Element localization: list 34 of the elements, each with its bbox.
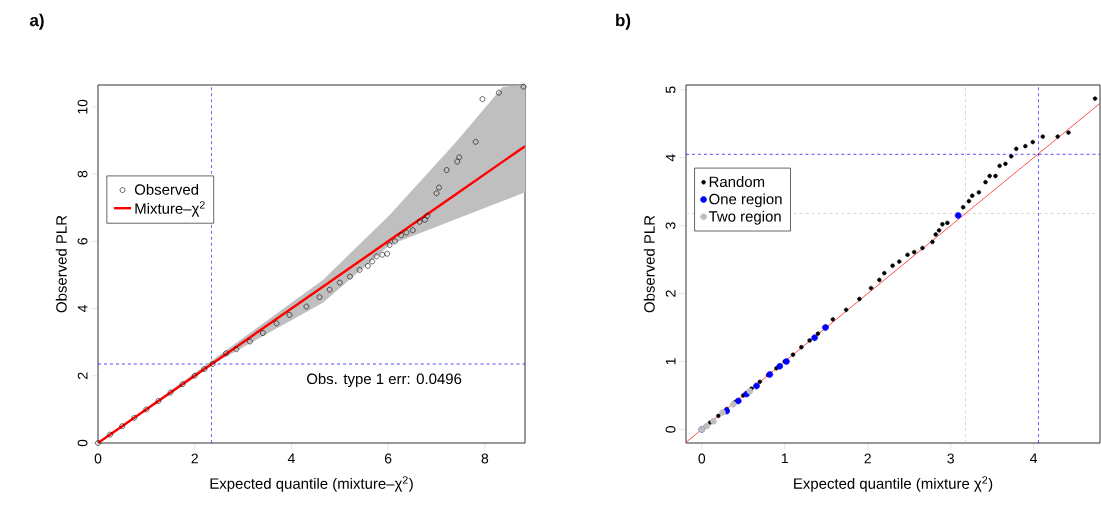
y-tick-label: 0: [665, 426, 676, 433]
x-tick-label: 2: [191, 453, 198, 464]
x-tick-label: 6: [384, 453, 392, 464]
y-tick-label: 10: [77, 99, 88, 114]
legend-label: Observed: [134, 183, 199, 195]
y-tick-label: 4: [77, 305, 88, 313]
x-tick-label: 0: [698, 453, 706, 464]
y-tick-label: 3: [665, 222, 676, 229]
x-tick-label: 4: [287, 453, 295, 464]
legend-label: Random: [709, 176, 765, 188]
y-tick-label: 2: [665, 290, 676, 297]
y-tick-label: 2: [77, 372, 88, 379]
y-axis-title: Observed PLR: [643, 215, 655, 313]
chart-title: b): [616, 13, 631, 30]
x-axis-title: Expected quantile (mixture–χ$^{2}$): [210, 476, 413, 492]
annotation: Obs. type 1 err: 0.0496: [306, 373, 462, 388]
y-tick-label: 0: [77, 439, 88, 447]
y-tick-label: 8: [77, 170, 88, 178]
x-tick-label: 3: [947, 453, 954, 464]
x-tick-label: 2: [864, 453, 871, 464]
y-tick-label: 6: [77, 238, 88, 245]
y-tick-label: 1: [665, 358, 676, 365]
legend-label: Mixture–χ$^{2}$: [135, 201, 205, 217]
x-axis-title: Expected quantile (mixture χ$^{2}$): [794, 476, 993, 492]
legend-label: Two region: [708, 210, 781, 225]
x-tick-label: 8: [481, 453, 489, 464]
y-tick-label: 4: [665, 154, 676, 162]
y-axis-title: Observed PLR: [55, 215, 67, 313]
x-tick-label: 0: [94, 453, 102, 464]
chart-title: a): [29, 13, 44, 30]
y-tick-label: 5: [665, 86, 676, 94]
x-tick-label: 4: [1030, 453, 1038, 464]
x-tick-label: 1: [781, 453, 788, 464]
legend-label: One region: [709, 193, 782, 208]
